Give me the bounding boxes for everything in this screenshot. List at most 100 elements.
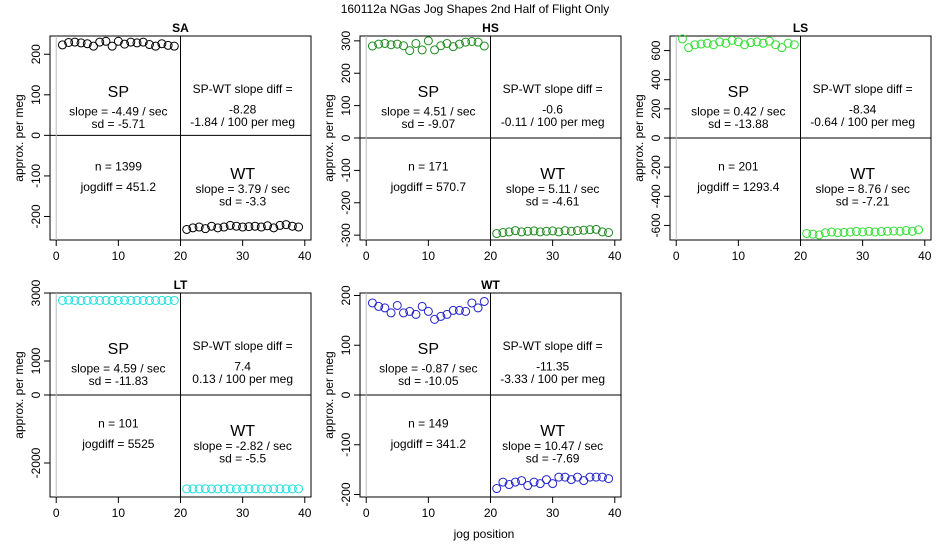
data-point xyxy=(380,303,390,313)
x-tick-label: 30 xyxy=(546,249,560,263)
y-tick-label: 200 xyxy=(339,285,353,305)
data-point xyxy=(231,484,241,494)
y-tick-label: 0 xyxy=(339,391,353,398)
slope-diff-per-meg: -3.33 / 100 per meg xyxy=(500,372,605,386)
data-point xyxy=(126,37,136,47)
y-tick-label: 600 xyxy=(649,40,663,60)
data-point xyxy=(281,484,291,494)
x-tick-label: 0 xyxy=(363,249,370,263)
data-point xyxy=(448,42,458,52)
x-tick-label: 10 xyxy=(422,506,436,520)
data-point xyxy=(120,39,130,49)
data-point xyxy=(107,41,117,51)
slope-diff-title: SP-WT slope diff = xyxy=(813,82,913,96)
data-point xyxy=(690,40,700,50)
data-point xyxy=(479,296,489,306)
y-axis-label: approx. per meg xyxy=(12,94,26,181)
data-point xyxy=(95,295,105,305)
y-tick-label: 0 xyxy=(29,132,43,139)
sp-label: SP xyxy=(418,341,439,358)
data-point xyxy=(213,223,223,233)
data-point xyxy=(448,305,458,315)
wt-label: WT xyxy=(230,166,255,183)
panel-hs: HS 0 10 20 30 40 -300 -200 -100 0 100 200 300 approx.… xyxy=(322,21,622,263)
wt-sd: sd = -7.21 xyxy=(836,194,890,208)
data-point xyxy=(554,227,564,237)
data-point xyxy=(498,228,508,238)
slope-diff-value: -0.6 xyxy=(542,103,563,117)
slope-diff-title: SP-WT slope diff = xyxy=(193,339,293,353)
data-point xyxy=(715,37,725,47)
wt-slope: slope = -2.82 / sec xyxy=(193,439,291,453)
y-tick-label: -2000 xyxy=(29,447,43,478)
y-tick-label: 200 xyxy=(649,99,663,119)
data-point xyxy=(64,295,74,305)
data-point xyxy=(702,38,712,48)
data-point xyxy=(858,227,868,237)
data-point xyxy=(907,226,917,236)
y-tick-label: 100 xyxy=(339,335,353,355)
data-point xyxy=(604,228,614,238)
data-point xyxy=(851,227,861,237)
wt-slope: slope = 8.76 / sec xyxy=(815,182,909,196)
data-point xyxy=(541,475,551,485)
x-tick-label: 10 xyxy=(112,506,126,520)
data-point xyxy=(263,484,272,494)
data-point xyxy=(604,474,614,484)
sp-label: SP xyxy=(728,84,749,101)
data-point xyxy=(107,296,117,306)
data-point xyxy=(367,41,377,51)
panel-title: WT xyxy=(481,278,500,292)
data-point xyxy=(169,41,179,51)
n-count: n = 101 xyxy=(98,417,139,431)
data-point xyxy=(57,40,67,50)
x-tick-label: 10 xyxy=(732,249,746,263)
sp-sd: sd = -10.05 xyxy=(398,374,459,388)
data-point xyxy=(76,296,86,306)
data-point xyxy=(238,484,248,494)
data-point xyxy=(120,295,130,305)
slope-diff-value: -8.34 xyxy=(849,103,877,117)
y-tick-label: 300 xyxy=(339,31,353,51)
panel-title: HS xyxy=(482,21,499,35)
y-tick-label: 200 xyxy=(339,63,353,83)
sp-slope: slope = 0.42 / sec xyxy=(691,105,785,119)
data-point xyxy=(225,220,235,230)
data-point xyxy=(182,224,192,234)
y-axis-label: approx. per meg xyxy=(322,94,336,181)
data-point xyxy=(740,40,750,50)
data-point xyxy=(244,484,254,494)
data-point xyxy=(746,38,756,48)
slope-diff-per-meg: -0.11 / 100 per meg xyxy=(501,115,605,129)
data-point xyxy=(473,303,483,313)
sp-slope: slope = -4.49 / sec xyxy=(69,105,167,119)
figure-xlabel: jog position xyxy=(453,527,515,541)
data-point xyxy=(82,39,92,49)
data-point xyxy=(213,484,223,494)
x-tick-label: 30 xyxy=(236,249,250,263)
data-point xyxy=(479,41,489,51)
data-point xyxy=(529,477,539,487)
data-point xyxy=(579,225,589,235)
data-point xyxy=(436,311,446,321)
x-tick-label: 0 xyxy=(53,506,60,520)
data-point xyxy=(57,295,67,305)
data-point xyxy=(399,308,408,318)
data-point xyxy=(677,34,687,44)
data-point xyxy=(392,39,402,49)
slope-diff-title: SP-WT slope diff = xyxy=(503,82,603,96)
data-point xyxy=(132,38,142,48)
n-count: n = 1399 xyxy=(95,160,142,174)
data-point xyxy=(207,484,217,494)
data-point xyxy=(163,40,173,50)
wt-sd: sd = -7.69 xyxy=(526,451,580,465)
wt-sd: sd = -4.61 xyxy=(526,194,580,208)
data-point xyxy=(436,41,446,51)
data-point xyxy=(250,221,260,231)
y-tick-label: -100 xyxy=(339,158,353,182)
data-point xyxy=(399,41,408,51)
y-tick-label: -200 xyxy=(649,155,663,179)
jogdiff: jogdiff = 451.2 xyxy=(80,180,157,194)
data-point xyxy=(783,38,793,48)
y-tick-label: 100 xyxy=(339,95,353,115)
